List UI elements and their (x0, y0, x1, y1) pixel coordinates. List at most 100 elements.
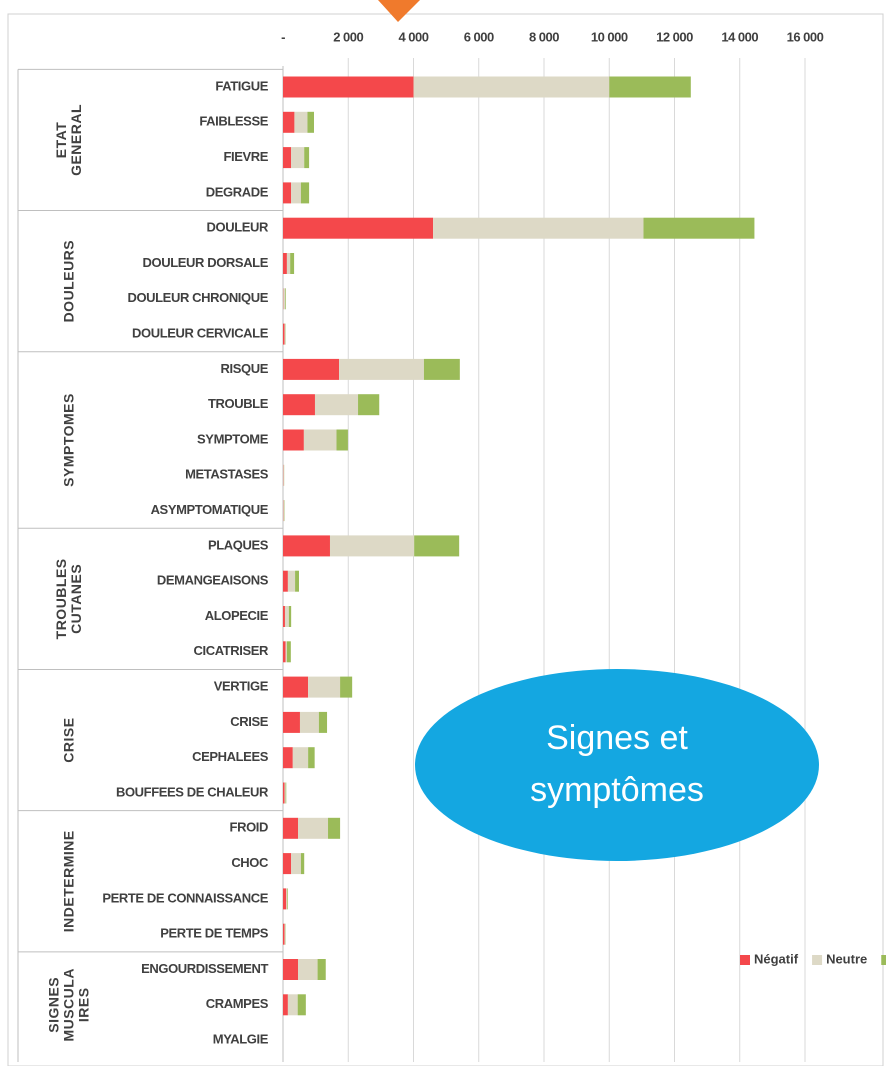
bar-segment (340, 676, 353, 698)
category-label: TROUBLE (208, 396, 269, 411)
group-label: GENERAL (68, 104, 84, 176)
annotation-text: symptômes (530, 771, 704, 809)
bar-segment (287, 888, 288, 910)
bar-segment (298, 817, 329, 839)
bar-segment (283, 358, 340, 380)
bar-segment (286, 641, 291, 663)
bar-segment (328, 817, 341, 839)
x-tick-label: - (281, 29, 285, 44)
bar-segment (284, 782, 286, 804)
bar-segment (283, 570, 288, 592)
bar-segment (287, 570, 296, 592)
bar-segment (285, 641, 287, 663)
bar-segment (300, 853, 305, 875)
bar-segment (283, 676, 309, 698)
bar-segment (318, 711, 328, 733)
category-label: MYALGIE (213, 1032, 269, 1047)
bar-segment (314, 394, 359, 416)
category-label: ALOPECIE (205, 608, 269, 623)
bar-segment (298, 959, 318, 980)
bar-segment (291, 147, 305, 169)
category-label: FATIGUE (215, 78, 268, 93)
bar-segment (300, 182, 310, 204)
bar-segment (283, 747, 293, 769)
bar-segment (286, 888, 288, 910)
x-tick-label: 16 000 (787, 29, 824, 44)
category-label: ASYMPTOMATIQUE (151, 502, 269, 517)
category-label: PLAQUES (208, 537, 269, 552)
x-tick-label: 4 000 (398, 29, 428, 44)
x-tick-label: 6 000 (464, 29, 494, 44)
bar-segment (287, 994, 298, 1016)
bar-segment (317, 959, 326, 980)
group-label: DOULEURS (61, 240, 77, 323)
bar-segment (283, 217, 434, 239)
category-label: METASTASES (185, 467, 269, 482)
bar-segment (336, 429, 348, 451)
bar-segment (284, 323, 286, 345)
category-label: SYMPTOME (197, 431, 269, 446)
bar-segment (283, 500, 285, 522)
annotation-text: Signes et (546, 719, 688, 757)
group-label: INDETERMINE (61, 830, 77, 932)
bar-segment (308, 747, 315, 769)
category-label: ENGOURDISSEMENT (141, 961, 268, 976)
x-tick-label: 14 000 (721, 29, 758, 44)
bar-segment (283, 182, 292, 204)
bar-segment (609, 76, 691, 98)
category-label: PERTE DE CONNAISSANCE (102, 890, 268, 905)
bar-segment (283, 711, 300, 733)
bar-segment (288, 606, 292, 627)
bar-segment (643, 217, 755, 239)
bar-segment (283, 641, 286, 663)
bar-segment (329, 535, 415, 557)
bar-segment (286, 253, 291, 274)
bar-segment (284, 923, 286, 945)
decor-shape (378, 0, 420, 22)
bar-segment (283, 923, 285, 945)
annotation-bubble (415, 669, 819, 861)
category-label: DEMANGEAISONS (157, 573, 269, 588)
x-tick-label: 12 000 (656, 29, 693, 44)
bar-segment (423, 358, 460, 380)
category-label: FAIBLESSE (199, 114, 268, 129)
bar-segment (283, 535, 330, 557)
bar-segment (283, 817, 299, 839)
legend-label: Neutre (826, 951, 867, 966)
group-label: IRES (76, 987, 92, 1022)
group-label: CRISE (61, 717, 77, 762)
bar-segment (297, 994, 306, 1016)
legend-swatch (881, 955, 886, 965)
group-label: SIGNES (46, 977, 62, 1033)
bar-segment (283, 853, 292, 875)
bar-segment (308, 676, 341, 698)
category-label: VERTIGE (214, 679, 269, 694)
category-label: BOUFFEES DE CHALEUR (116, 784, 269, 799)
bar-segment (358, 394, 380, 416)
bar-segment (283, 147, 292, 169)
category-label: DEGRADE (206, 184, 269, 199)
bar-segment (291, 182, 301, 204)
category-label: CICATRISER (194, 643, 269, 658)
group-label: CUTANES (68, 564, 84, 634)
bar-segment (294, 111, 308, 133)
bar-segment (283, 253, 287, 274)
category-label: DOULEUR DORSALE (143, 255, 269, 270)
bar-segment (283, 888, 287, 910)
category-label: PERTE DE TEMPS (160, 926, 269, 941)
x-tick-label: 8 000 (529, 29, 559, 44)
bar-segment (299, 711, 319, 733)
bar-segment (290, 253, 295, 274)
category-label: DOULEUR (207, 220, 269, 235)
bar-segment (283, 959, 299, 980)
category-label: CHOC (231, 855, 269, 870)
x-tick-label: 2 000 (333, 29, 363, 44)
bar-segment (283, 994, 288, 1016)
bar-segment (283, 288, 286, 310)
bar-segment (283, 429, 304, 451)
bar-segment (283, 782, 285, 804)
bar-segment (283, 394, 315, 416)
group-label: ETAT (53, 122, 69, 158)
bar-segment (283, 76, 414, 98)
bar-segment (339, 358, 424, 380)
